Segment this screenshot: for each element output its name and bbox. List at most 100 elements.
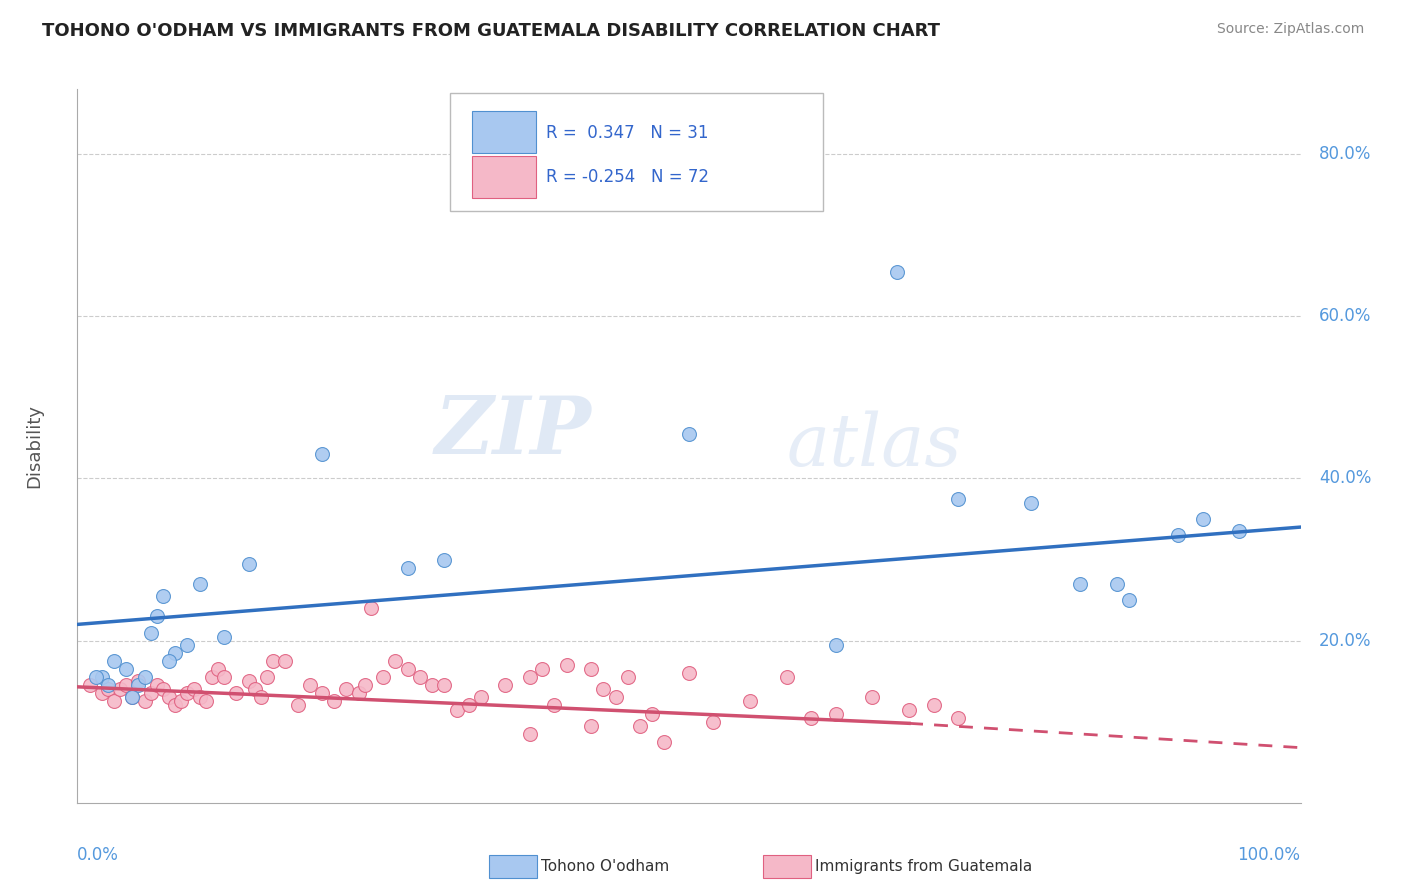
Point (1118, 593, 1140, 607)
Point (1021, 496, 1043, 510)
Point (1229, 524, 1251, 538)
Point (740, 694, 762, 708)
Point (1191, 512, 1213, 526)
Point (592, 682, 614, 697)
Point (194, 694, 217, 708)
Point (146, 678, 169, 692)
Point (170, 694, 193, 708)
Point (898, 702, 921, 716)
Point (250, 690, 273, 705)
Text: atlas: atlas (787, 410, 962, 482)
Point (287, 698, 309, 713)
Point (353, 678, 375, 692)
Point (396, 662, 419, 676)
Point (311, 447, 333, 461)
Point (97, 678, 120, 692)
Text: 40.0%: 40.0% (1319, 469, 1371, 487)
Point (146, 609, 169, 624)
Point (121, 690, 143, 705)
Point (165, 698, 187, 713)
Point (134, 670, 156, 684)
Point (157, 654, 180, 668)
Point (384, 654, 406, 668)
Point (446, 702, 468, 716)
Point (678, 666, 700, 681)
Text: TOHONO O'ODHAM VS IMMIGRANTS FROM GUATEMALA DISABILITY CORRELATION CHART: TOHONO O'ODHAM VS IMMIGRANTS FROM GUATEM… (42, 22, 941, 40)
Point (543, 698, 565, 713)
Point (886, 265, 908, 279)
Point (238, 557, 260, 571)
Point (579, 662, 602, 676)
Point (183, 682, 205, 697)
Point (360, 601, 382, 615)
Text: Immigrants from Guatemala: Immigrants from Guatemala (815, 859, 1033, 873)
Point (176, 686, 198, 700)
Point (188, 690, 211, 705)
Point (103, 654, 125, 668)
Text: 20.0%: 20.0% (1319, 632, 1371, 649)
Point (115, 662, 138, 676)
Point (121, 690, 143, 705)
Point (1107, 577, 1129, 591)
Point (84, 670, 107, 684)
Point (188, 577, 211, 591)
Point (108, 682, 131, 697)
FancyBboxPatch shape (450, 93, 824, 211)
Point (433, 552, 456, 566)
Point (165, 646, 187, 660)
FancyBboxPatch shape (472, 155, 536, 198)
Text: ZIP: ZIP (434, 393, 591, 470)
Point (335, 682, 357, 697)
Point (201, 670, 224, 684)
Text: Tohono O'odham: Tohono O'odham (541, 859, 669, 873)
Point (519, 670, 541, 684)
Text: R =  0.347   N = 31: R = 0.347 N = 31 (546, 124, 709, 142)
Point (225, 686, 247, 700)
Point (274, 654, 297, 668)
Point (243, 682, 266, 697)
Point (127, 674, 149, 689)
Point (212, 670, 235, 684)
Point (207, 662, 229, 676)
Point (555, 657, 578, 672)
Point (371, 670, 394, 684)
Point (115, 678, 138, 692)
Point (152, 589, 174, 603)
Point (433, 678, 456, 692)
Point (409, 670, 432, 684)
Point (678, 426, 700, 441)
Point (946, 491, 969, 506)
Point (298, 678, 321, 692)
Point (262, 654, 284, 668)
Point (702, 714, 724, 729)
Point (641, 706, 664, 721)
Point (256, 670, 278, 684)
Point (531, 662, 554, 676)
Point (396, 560, 419, 574)
Point (139, 686, 162, 700)
Point (420, 678, 443, 692)
Point (238, 674, 260, 689)
FancyBboxPatch shape (472, 112, 536, 153)
Point (800, 711, 823, 725)
Text: 0.0%: 0.0% (77, 846, 120, 863)
Point (212, 630, 235, 644)
Point (457, 698, 479, 713)
Point (90, 686, 112, 700)
Point (323, 694, 346, 708)
Point (311, 686, 333, 700)
Point (922, 698, 945, 713)
Point (347, 686, 370, 700)
Point (79, 678, 101, 692)
Point (654, 735, 676, 749)
Text: Source: ZipAtlas.com: Source: ZipAtlas.com (1216, 22, 1364, 37)
Text: 60.0%: 60.0% (1319, 307, 1371, 326)
Point (617, 670, 640, 684)
Point (824, 638, 846, 652)
Point (605, 690, 627, 705)
Point (862, 690, 884, 705)
Text: 80.0%: 80.0% (1319, 145, 1371, 163)
Point (579, 719, 602, 733)
Point (470, 690, 492, 705)
Point (519, 727, 541, 741)
